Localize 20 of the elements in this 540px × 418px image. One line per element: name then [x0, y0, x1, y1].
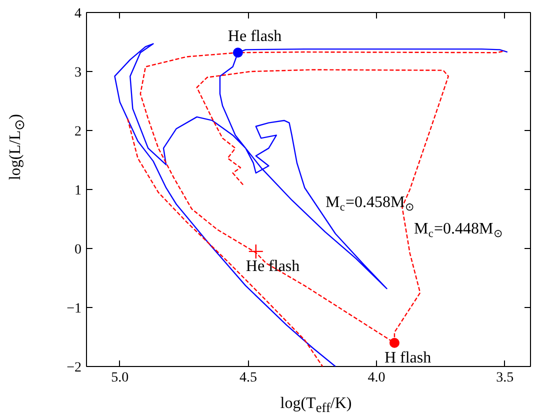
line-series [114, 43, 508, 366]
y-tick-label: −1 [66, 302, 82, 316]
y-tick-label: 3 [74, 66, 82, 80]
x-axis-title: log(T$_{eff}$/K) [279, 394, 353, 418]
x-tick-label: 5.0 [111, 370, 129, 386]
annotation: H flash [384, 349, 432, 366]
y-tick-label: −2 [66, 360, 82, 376]
y-tick-label: 1 [74, 184, 82, 198]
annotation: He flash [228, 28, 282, 46]
y-tick-label: 0 [74, 242, 82, 258]
x-tick-label: 3.5 [496, 370, 514, 386]
x-tick-label: 4.5 [239, 370, 257, 386]
y-tick-label: 4 [74, 6, 82, 22]
line-series [126, 118, 324, 366]
x-tick-label: 4.0 [368, 370, 386, 386]
point [389, 338, 400, 348]
y-tick-label: 2 [74, 124, 82, 140]
point [248, 244, 264, 260]
annotation: He flash [246, 258, 300, 275]
point [232, 48, 243, 58]
